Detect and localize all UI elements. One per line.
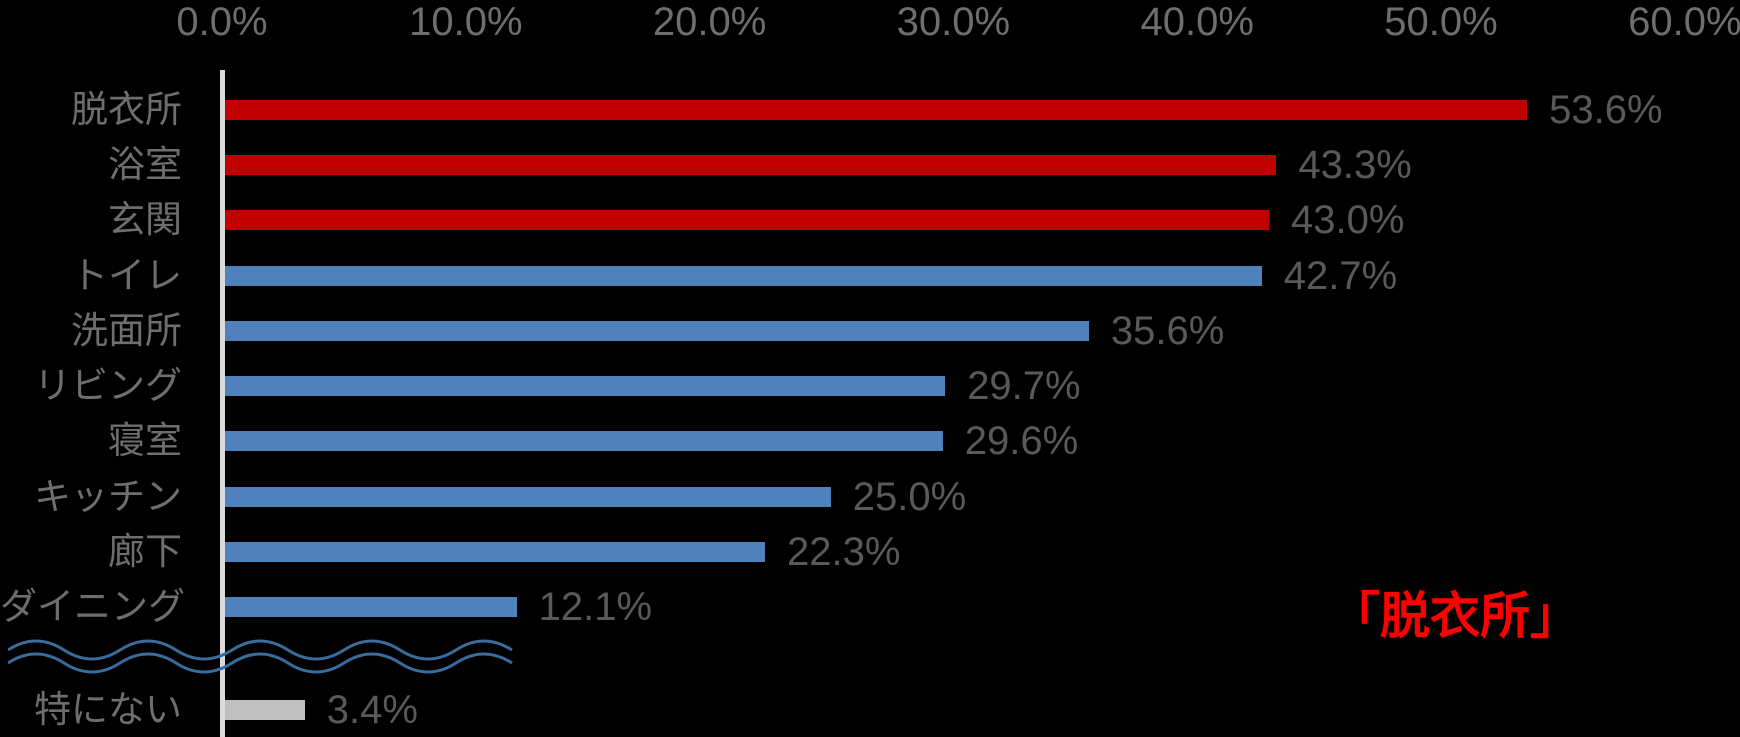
value-label: 3.4% bbox=[326, 688, 418, 732]
bar bbox=[225, 431, 943, 451]
category-label: 廊下 bbox=[108, 531, 182, 572]
category-label: トイレ bbox=[71, 255, 182, 296]
bar bbox=[225, 487, 831, 507]
bar bbox=[225, 700, 305, 720]
bar bbox=[225, 597, 517, 617]
category-label: 脱衣所 bbox=[71, 89, 182, 130]
x-tick-label: 20.0% bbox=[652, 0, 767, 44]
bar bbox=[225, 376, 946, 396]
category-label: キッチン bbox=[34, 476, 182, 517]
bar bbox=[225, 266, 1262, 286]
category-label: 洗面所 bbox=[71, 310, 182, 351]
category-label: ダイニング bbox=[0, 586, 185, 627]
category-label: 寝室 bbox=[108, 420, 182, 461]
value-label: 29.6% bbox=[964, 419, 1079, 463]
value-label: 25.0% bbox=[852, 475, 967, 519]
bar bbox=[225, 210, 1270, 230]
value-label: 35.6% bbox=[1110, 309, 1225, 353]
value-label: 22.3% bbox=[787, 530, 901, 574]
axis-break-wave-icon bbox=[8, 639, 513, 674]
category-label: 玄関 bbox=[108, 199, 182, 240]
value-label: 12.1% bbox=[538, 585, 653, 629]
value-label: 53.6% bbox=[1549, 88, 1663, 132]
value-label: 42.7% bbox=[1283, 254, 1398, 298]
highlight-annotation: 「脱衣所」 bbox=[1330, 588, 1580, 644]
bar bbox=[225, 321, 1089, 341]
x-tick-label: 50.0% bbox=[1384, 0, 1498, 44]
category-label: 浴室 bbox=[108, 144, 182, 185]
x-tick-label: 10.0% bbox=[409, 0, 523, 44]
x-tick-label: 60.0% bbox=[1628, 0, 1740, 44]
x-tick-label: 40.0% bbox=[1140, 0, 1254, 44]
x-tick-label: 30.0% bbox=[896, 0, 1011, 44]
value-label: 43.3% bbox=[1298, 143, 1412, 187]
x-tick-label: 0.0% bbox=[176, 0, 268, 44]
bar bbox=[225, 155, 1277, 175]
bar bbox=[225, 542, 765, 562]
bar bbox=[225, 100, 1528, 120]
value-label: 43.0% bbox=[1291, 198, 1405, 242]
category-label: リビング bbox=[34, 365, 182, 406]
value-label: 29.7% bbox=[967, 364, 1081, 408]
y-axis-line bbox=[220, 70, 225, 737]
category-label: 特にない bbox=[34, 689, 182, 730]
